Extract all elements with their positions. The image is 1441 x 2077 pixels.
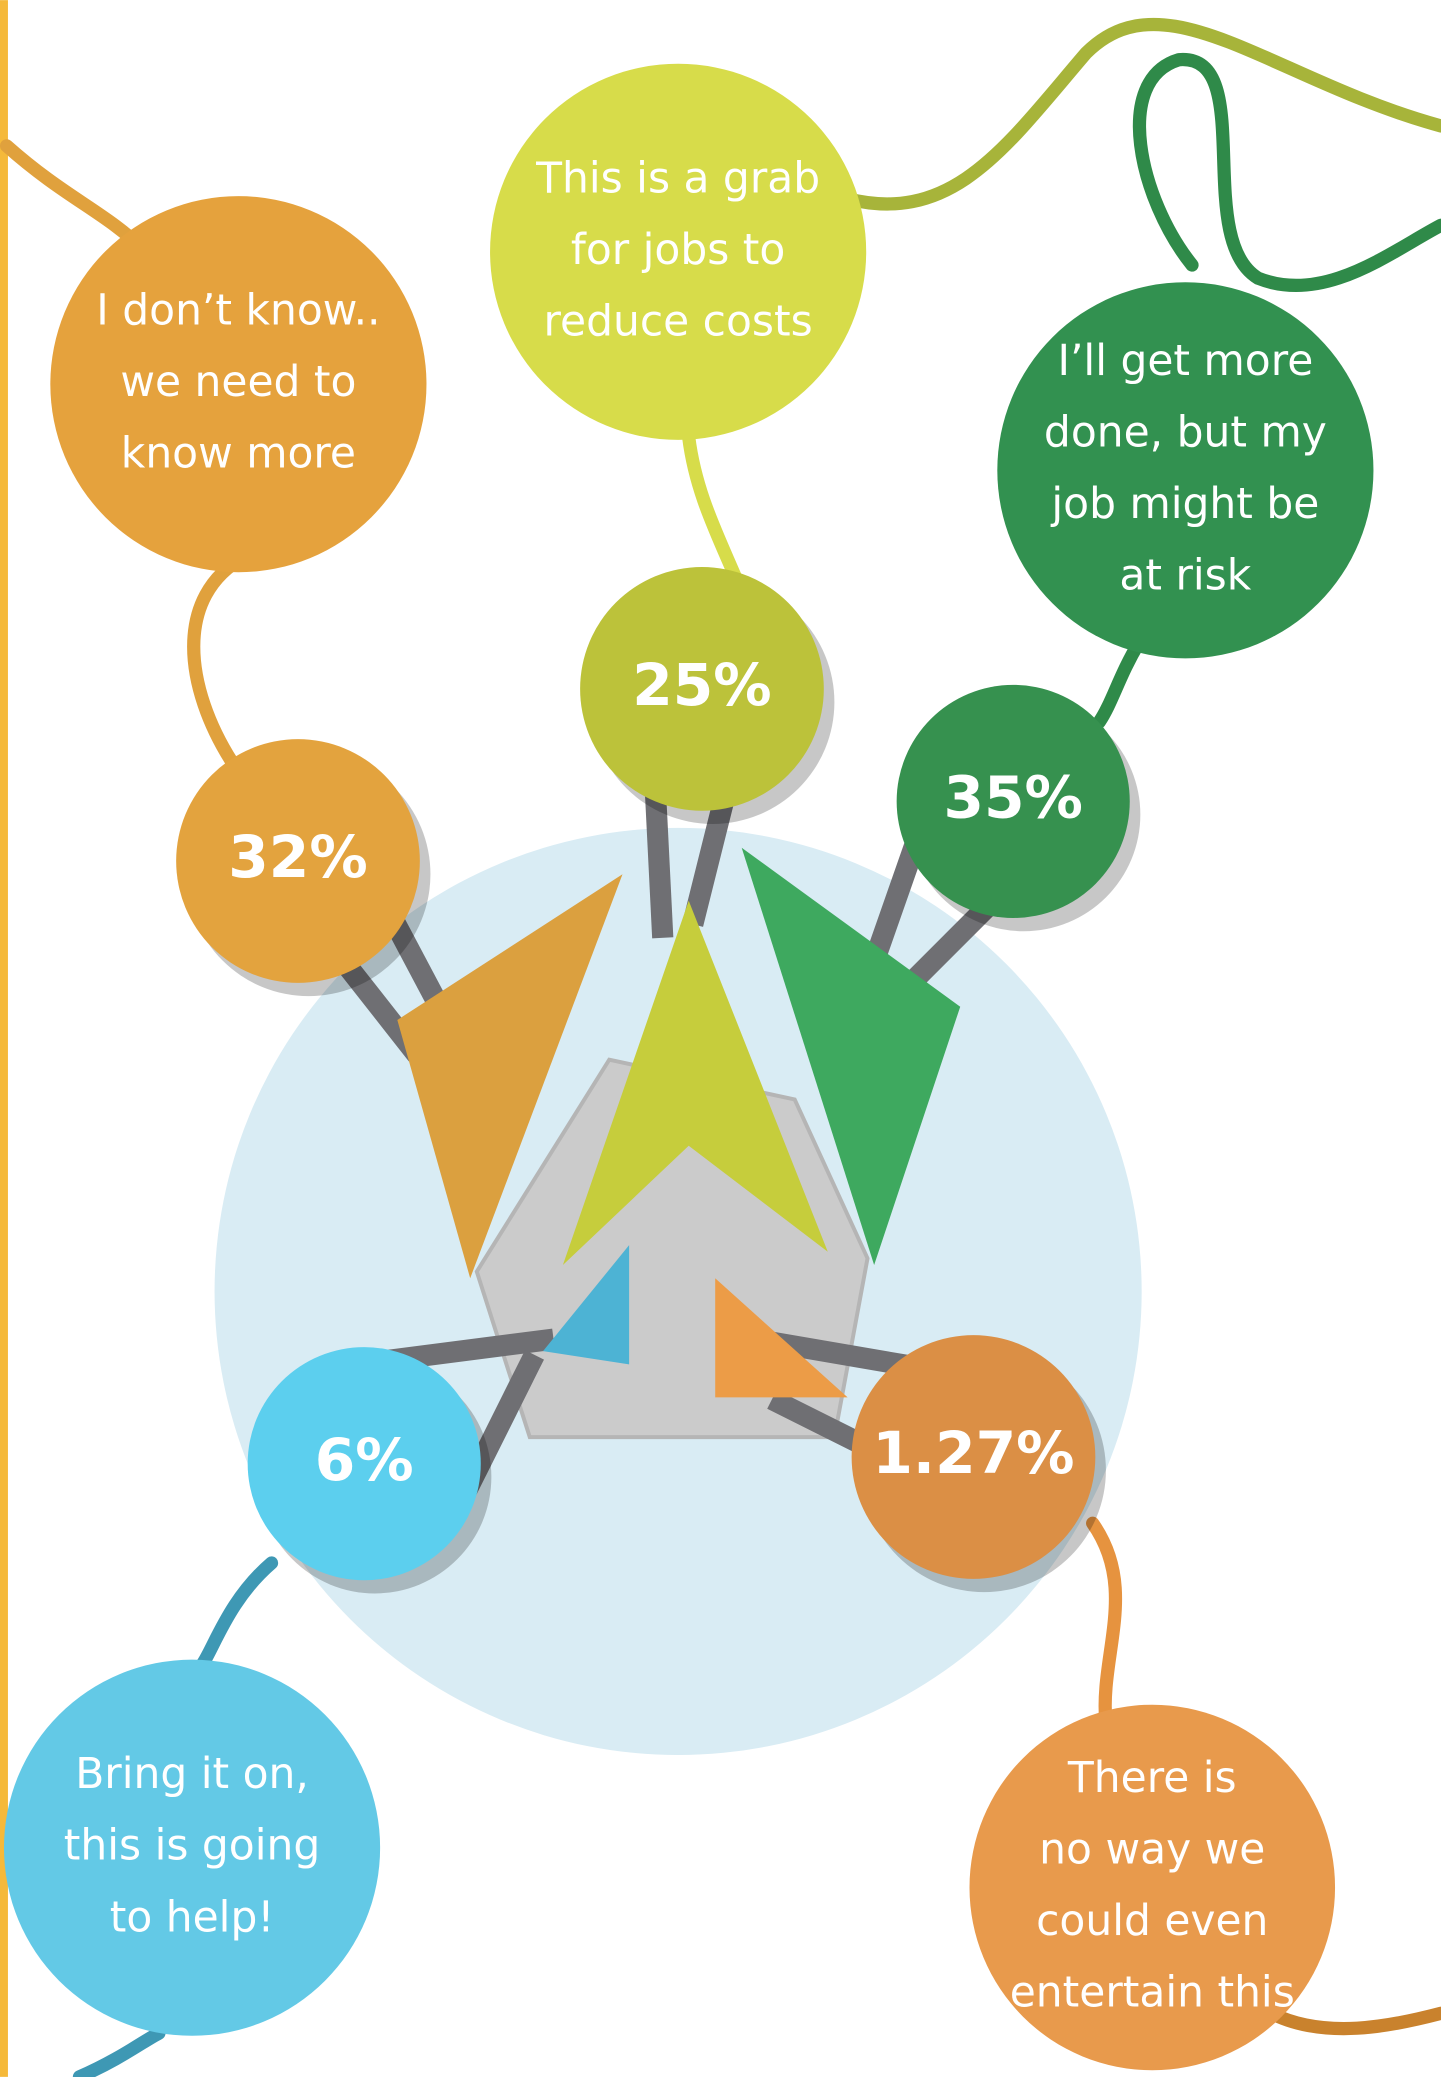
question-bubble [490, 63, 867, 440]
value-bubble [247, 1347, 481, 1581]
question-bubble [997, 282, 1374, 659]
value-label: 25% [632, 651, 771, 719]
answer-text: I don’t know.. we need to know more [96, 285, 380, 477]
side-border [0, 0, 8, 2077]
value-bubble [896, 684, 1130, 918]
question-bubble [969, 1704, 1336, 2071]
arrows [397, 847, 961, 1398]
question-bubble [3, 1659, 381, 2036]
value-bubble [176, 739, 420, 983]
value-label: 32% [228, 823, 367, 891]
question-bubble [50, 196, 427, 573]
value-label: 1.27% [872, 1419, 1074, 1487]
answer-text: There is no way we could even entertain thi… [1010, 1753, 1295, 2017]
value-bubble [851, 1335, 1096, 1579]
value-bubble [580, 566, 824, 811]
value-label: 35% [943, 764, 1082, 832]
stalks [322, 783, 996, 1498]
answer-text: Bring it on, this is going to help! [64, 1749, 320, 1941]
answer-text: This is a grab for jobs to reduce costs [535, 153, 820, 345]
ribbons [0, 17, 1441, 2077]
answer-text: I’ll get more done, but my job might be at … [1044, 336, 1327, 600]
value-label: 6% [315, 1426, 414, 1494]
